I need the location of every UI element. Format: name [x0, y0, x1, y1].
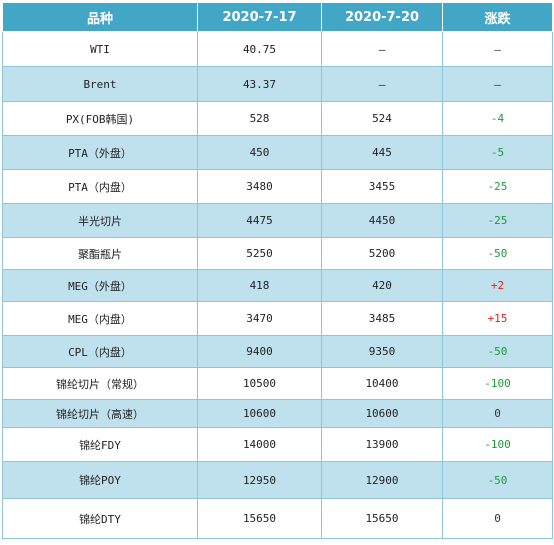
table-row: 聚酯瓶片 5250 5200 -50 — [2, 237, 553, 270]
cell-variety: 锦纶切片（高速） — [2, 399, 198, 428]
table-row: 锦纶FDY 14000 13900 -100 — [2, 427, 553, 462]
cell-variety: 锦纶POY — [2, 461, 198, 499]
cell-price-date-2: 3485 — [321, 301, 443, 336]
cell-variety: CPL（内盘） — [2, 335, 198, 368]
price-table: 品种 2020-7-17 2020-7-20 涨跌 WTI 40.75— — Bren… — [2, 2, 553, 539]
table-row: MEG（内盘） 3470 3485 +15 — [2, 301, 553, 336]
cell-price-date-1: 12950 — [197, 461, 322, 499]
table-row: 锦纶DTY 15650 15650 0 — [2, 498, 553, 539]
cell-price-date-1: 450 — [197, 135, 322, 170]
header-variety: 品种 — [2, 2, 198, 32]
cell-price-date-2: 9350 — [321, 335, 443, 368]
cell-change: -100 — [442, 427, 553, 462]
cell-price-date-2: — — [321, 31, 443, 67]
cell-variety: 锦纶DTY — [2, 498, 198, 539]
cell-price-date-2: 10600 — [321, 399, 443, 428]
cell-price-date-1: 4475 — [197, 203, 322, 238]
table-row: 锦纶切片（高速） 10600 10600 0 — [2, 399, 553, 428]
cell-price-date-2: 524 — [321, 101, 443, 136]
table-row: 锦纶POY 12950 12900 -50 — [2, 461, 553, 499]
cell-price-date-2: 420 — [321, 269, 443, 302]
cell-variety: 锦纶切片（常规） — [2, 367, 198, 400]
cell-price-date-2: 3455 — [321, 169, 443, 204]
cell-price-date-2: 10400 — [321, 367, 443, 400]
cell-price-date-1: 3480 — [197, 169, 322, 204]
table-row: Brent 43.37— — — [2, 66, 553, 102]
cell-variety: MEG（外盘） — [2, 269, 198, 302]
cell-price-date-1: 15650 — [197, 498, 322, 539]
header-change: 涨跌 — [442, 2, 553, 32]
cell-change: — — [442, 31, 553, 67]
header-row: 品种 2020-7-17 2020-7-20 涨跌 — [2, 2, 553, 32]
table-row: WTI 40.75— — — [2, 31, 553, 67]
cell-price-date-2: 12900 — [321, 461, 443, 499]
cell-price-date-1: 9400 — [197, 335, 322, 368]
cell-variety: PTA（内盘） — [2, 169, 198, 204]
cell-variety: 半光切片 — [2, 203, 198, 238]
cell-price-date-2: 5200 — [321, 237, 443, 270]
cell-variety: Brent — [2, 66, 198, 102]
header-date-2: 2020-7-20 — [321, 2, 443, 32]
cell-price-date-1: 418 — [197, 269, 322, 302]
cell-price-date-1: 40.75 — [197, 31, 322, 67]
cell-price-date-1: 528 — [197, 101, 322, 136]
cell-change: +2 — [442, 269, 553, 302]
cell-price-date-1: 10500 — [197, 367, 322, 400]
cell-price-date-1: 43.37 — [197, 66, 322, 102]
cell-change: -50 — [442, 461, 553, 499]
cell-price-date-2: 15650 — [321, 498, 443, 539]
cell-price-date-1: 10600 — [197, 399, 322, 428]
cell-price-date-2: — — [321, 66, 443, 102]
cell-price-date-2: 13900 — [321, 427, 443, 462]
table-row: 半光切片 4475 4450 -25 — [2, 203, 553, 238]
cell-change: — — [442, 66, 553, 102]
header-date-1: 2020-7-17 — [197, 2, 322, 32]
table-row: MEG（外盘） 418 420 +2 — [2, 269, 553, 302]
cell-price-date-2: 445 — [321, 135, 443, 170]
cell-change: -25 — [442, 169, 553, 204]
table-row: PX(FOB韩国) 528 524 -4 — [2, 101, 553, 136]
table-row: PTA（外盘） 450 445 -5 — [2, 135, 553, 170]
cell-change: -100 — [442, 367, 553, 400]
cell-change: -4 — [442, 101, 553, 136]
cell-price-date-1: 3470 — [197, 301, 322, 336]
cell-variety: PTA（外盘） — [2, 135, 198, 170]
cell-change: +15 — [442, 301, 553, 336]
cell-price-date-2: 4450 — [321, 203, 443, 238]
cell-variety: PX(FOB韩国) — [2, 101, 198, 136]
cell-change: -50 — [442, 335, 553, 368]
cell-change: -25 — [442, 203, 553, 238]
cell-change: 0 — [442, 498, 553, 539]
table-row: PTA（内盘） 3480 3455 -25 — [2, 169, 553, 204]
cell-variety: MEG（内盘） — [2, 301, 198, 336]
cell-variety: WTI — [2, 31, 198, 67]
cell-change: 0 — [442, 399, 553, 428]
cell-price-date-1: 5250 — [197, 237, 322, 270]
table-row: CPL（内盘） 9400 9350 -50 — [2, 335, 553, 368]
cell-change: -50 — [442, 237, 553, 270]
table-row: 锦纶切片（常规） 10500 10400 -100 — [2, 367, 553, 400]
cell-variety: 聚酯瓶片 — [2, 237, 198, 270]
cell-variety: 锦纶FDY — [2, 427, 198, 462]
cell-price-date-1: 14000 — [197, 427, 322, 462]
cell-change: -5 — [442, 135, 553, 170]
